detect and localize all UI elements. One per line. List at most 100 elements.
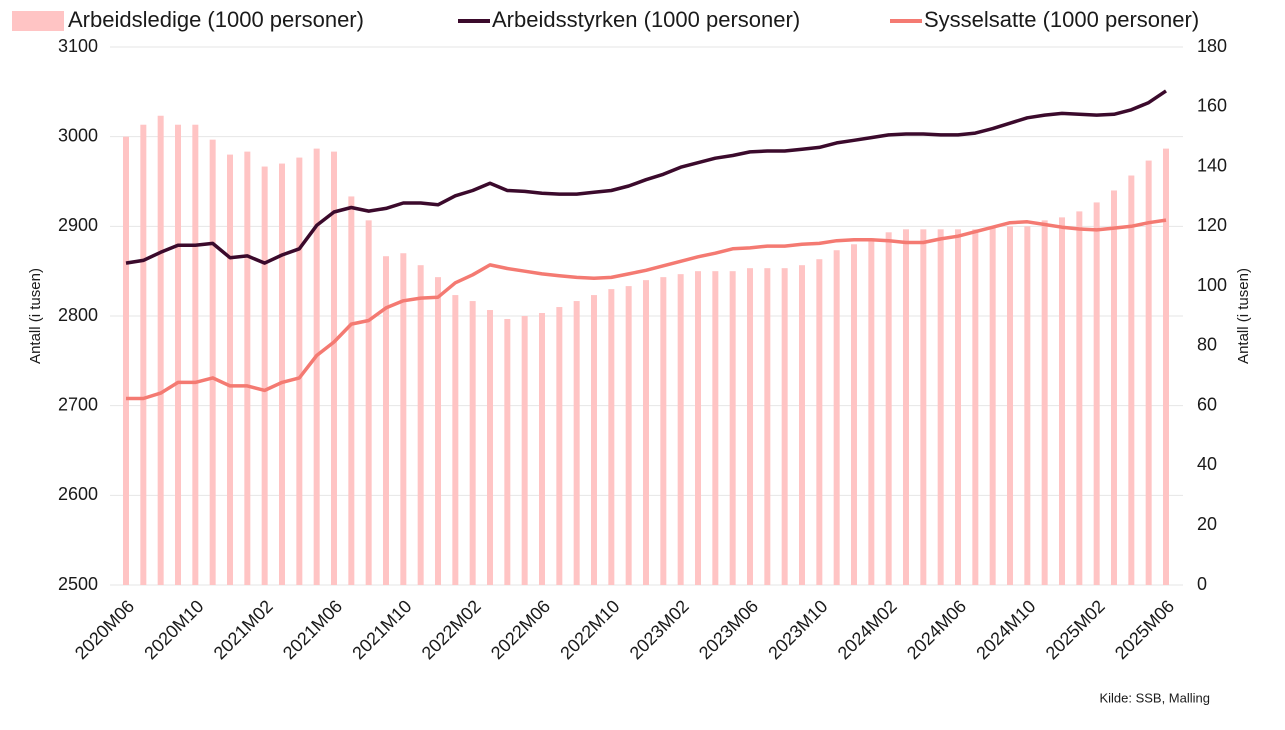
- legend-label: Arbeidsstyrken (1000 personer): [492, 7, 800, 32]
- line: [125, 89, 1167, 265]
- bar: [747, 268, 753, 585]
- bar: [868, 238, 875, 586]
- bar: [192, 124, 199, 585]
- bar: [331, 151, 337, 585]
- bar: [989, 226, 996, 586]
- bar: [1163, 148, 1169, 585]
- source: Kilde: SSB, Malling: [1099, 690, 1210, 705]
- bar: [244, 151, 251, 585]
- bar: [1059, 217, 1065, 585]
- bar: [313, 148, 320, 585]
- x-tick-label: 2024M06: [903, 596, 970, 663]
- x-tick-label: 2022M06: [487, 596, 554, 663]
- bar: [348, 196, 355, 585]
- legend-label: Sysselsatte (1000 personer): [924, 7, 1199, 32]
- x-tick-label: 2020M06: [71, 596, 138, 663]
- y2-axis-label: Antall (i tusen): [1235, 268, 1252, 364]
- bar: [469, 301, 476, 585]
- y-axis-label: Antall (i tusen): [27, 268, 44, 364]
- x-tick-label: 2024M10: [972, 596, 1039, 663]
- bar: [677, 274, 684, 585]
- bar: [400, 253, 407, 585]
- x-tick-label: 2023M02: [626, 596, 693, 663]
- y2-tick-label: 20: [1197, 514, 1217, 534]
- line: [126, 218, 1167, 401]
- bar: [365, 220, 372, 585]
- bar: [504, 318, 511, 585]
- bar: [573, 301, 580, 585]
- bar: [955, 229, 961, 586]
- bar: [695, 271, 701, 585]
- bar: [920, 229, 927, 586]
- bar: [435, 277, 441, 585]
- y-tick-label: 2900: [58, 215, 98, 235]
- bar: [279, 163, 285, 586]
- bar: [209, 139, 216, 585]
- bar: [261, 166, 268, 586]
- bar: [556, 307, 563, 585]
- bar: [227, 154, 233, 585]
- bar: [487, 310, 493, 585]
- bar: [296, 157, 303, 586]
- x-tick-label: 2022M10: [556, 596, 623, 663]
- bar: [175, 124, 181, 585]
- x-tick-label: 2025M06: [1111, 596, 1178, 663]
- x-tick-label: 2021M02: [210, 596, 277, 663]
- y2-tick-label: 140: [1197, 155, 1227, 175]
- bar: [452, 295, 459, 585]
- x-tick-label: 2022M02: [418, 596, 485, 663]
- bar: [660, 277, 667, 585]
- bar: [764, 268, 771, 585]
- bar: [1076, 211, 1083, 585]
- y-tick-label: 2500: [58, 574, 98, 594]
- bar: [123, 136, 129, 585]
- bar: [591, 295, 597, 585]
- bar: [781, 268, 788, 585]
- x-tick-label: 2025M02: [1042, 596, 1109, 663]
- x-tick-label: 2021M10: [348, 596, 415, 663]
- bar: [539, 313, 545, 585]
- y2-tick-label: 40: [1197, 454, 1217, 474]
- y2-tick-label: 0: [1197, 574, 1207, 594]
- bar: [833, 250, 840, 585]
- bar: [643, 280, 649, 585]
- bar: [608, 289, 615, 585]
- y-tick-label: 3000: [58, 125, 98, 145]
- bar: [625, 286, 632, 585]
- bar: [799, 265, 805, 585]
- y2-tick-label: 100: [1197, 275, 1227, 295]
- bar: [1128, 175, 1135, 585]
- bar: [383, 256, 389, 585]
- bar: [1093, 202, 1100, 585]
- bar: [521, 316, 528, 585]
- bar: [937, 229, 944, 586]
- y2-tick-label: 180: [1197, 36, 1227, 56]
- y2-tick-label: 80: [1197, 335, 1217, 355]
- bar: [729, 271, 736, 585]
- legend-label: Arbeidsledige (1000 personer): [68, 7, 364, 32]
- y-tick-label: 2800: [58, 305, 98, 325]
- y-tick-label: 2600: [58, 484, 98, 504]
- bar: [1145, 160, 1152, 586]
- bar: [903, 229, 909, 586]
- y2-tick-label: 160: [1197, 96, 1227, 116]
- x-tick-label: 2024M02: [834, 596, 901, 663]
- bar: [157, 115, 164, 585]
- bar: [1041, 220, 1048, 585]
- bar: [1007, 226, 1013, 586]
- bar: [1024, 226, 1031, 586]
- bar: [417, 265, 424, 585]
- x-tick-label: 2021M06: [279, 596, 346, 663]
- bar: [1111, 190, 1117, 585]
- bar: [816, 259, 823, 585]
- bar: [885, 232, 892, 586]
- y2-tick-label: 60: [1197, 394, 1217, 414]
- y-tick-label: 2700: [58, 394, 98, 414]
- bar: [972, 229, 979, 586]
- bar: [712, 271, 719, 585]
- bar: [851, 244, 857, 585]
- legend-swatch: [12, 11, 64, 31]
- x-tick-label: 2023M10: [764, 596, 831, 663]
- y2-tick-label: 120: [1197, 215, 1227, 235]
